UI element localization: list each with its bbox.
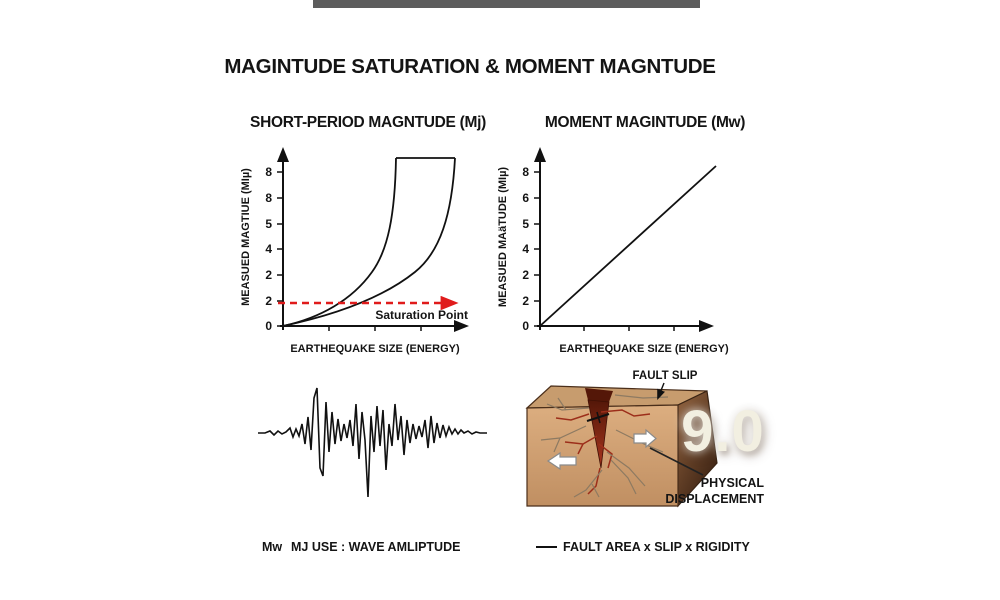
left-y-axis-label: MEASUED MAGTIUE (MIµ) bbox=[240, 168, 252, 306]
left-y-tick-labels: 8 8 5 4 2 2 0 bbox=[265, 165, 272, 333]
fault-slit-top bbox=[585, 388, 613, 402]
fault-slip-tick bbox=[596, 411, 601, 424]
displacement-arrows bbox=[546, 428, 657, 471]
left-x-axis-label: EARTHEQUAKE SIZE (ENERGY) bbox=[290, 343, 460, 355]
right-y-axis-label: MEASUED MAäTUDE (MIµ) bbox=[497, 167, 509, 308]
right-chart-title: MOMENT MAGINTUDE (Mw) bbox=[545, 114, 745, 131]
saturating-curve-shallow bbox=[282, 157, 456, 327]
right-ytick-1: 6 bbox=[522, 191, 529, 205]
physical-displacement-line2: DISPLACEMENT bbox=[665, 492, 764, 506]
right-ytick-4: 2 bbox=[522, 268, 529, 282]
left-ytick-3: 4 bbox=[265, 242, 272, 256]
physical-displacement-line1: PHYSICAL bbox=[701, 476, 765, 490]
left-chart-title: SHORT-PERIOD MAGNTUDE (Mj) bbox=[250, 114, 486, 131]
left-ytick-6: 0 bbox=[265, 319, 272, 333]
seismogram-waveform bbox=[258, 387, 487, 498]
fault-wedge bbox=[587, 399, 610, 469]
right-x-axis-label: EARTHEQUAKE SIZE (ENERGY) bbox=[559, 343, 729, 355]
fault-slip-pointer-arrow bbox=[657, 382, 666, 400]
main-title: MAGINTUDE SATURATION & MOMENT MAGNTUDE bbox=[224, 55, 715, 78]
right-ytick-3: 4 bbox=[522, 242, 529, 256]
left-ytick-4: 2 bbox=[265, 268, 272, 282]
right-y-tick-labels: 8 6 5 4 2 2 0 bbox=[522, 165, 529, 333]
magnitude-value: 9.0 bbox=[681, 399, 765, 464]
fault-slip-label: FAULT SLIP bbox=[633, 370, 698, 382]
fault-block-illustration: FAULT SLIP 9.0 PHYSICAL DISPLACEMENT bbox=[525, 370, 765, 508]
bottom-captions: Mw MJ USE : WAVE AMLIPTUDE FAULT AREA x … bbox=[262, 540, 750, 554]
saturating-curve-steep bbox=[282, 157, 397, 327]
left-caption-prefix: Mw bbox=[262, 540, 282, 554]
left-ytick-2: 5 bbox=[265, 217, 272, 231]
left-ytick-1: 8 bbox=[265, 191, 272, 205]
right-axis-ticks bbox=[534, 171, 675, 331]
left-displacement-arrow bbox=[546, 451, 577, 471]
right-chart: MOMENT MAGINTUDE (Mw) 8 6 5 4 2 2 0 ME bbox=[497, 114, 746, 355]
right-ytick-2: 5 bbox=[522, 217, 529, 231]
right-ytick-5: 2 bbox=[522, 294, 529, 308]
gray-crack-lines bbox=[540, 394, 669, 498]
right-caption-text: FAULT AREA x SLIP x RIGIDITY bbox=[563, 540, 750, 554]
cropped-text-remnant bbox=[313, 0, 700, 8]
left-ytick-5: 2 bbox=[265, 294, 272, 308]
linear-magnitude-line bbox=[539, 165, 717, 327]
right-displacement-arrow bbox=[633, 428, 657, 449]
right-ytick-0: 8 bbox=[522, 165, 529, 179]
right-ytick-6: 0 bbox=[522, 319, 529, 333]
saturation-point-label: Saturation Point bbox=[375, 308, 468, 322]
left-ytick-0: 8 bbox=[265, 165, 272, 179]
left-caption-text: MJ USE : WAVE AMLIPTUDE bbox=[291, 540, 460, 554]
displacement-pointer-line bbox=[649, 447, 704, 476]
left-axis-ticks bbox=[277, 171, 422, 331]
left-chart: SHORT-PERIOD MAGNTUDE (Mj) 8 8 5 4 2 2 0 bbox=[240, 114, 486, 355]
